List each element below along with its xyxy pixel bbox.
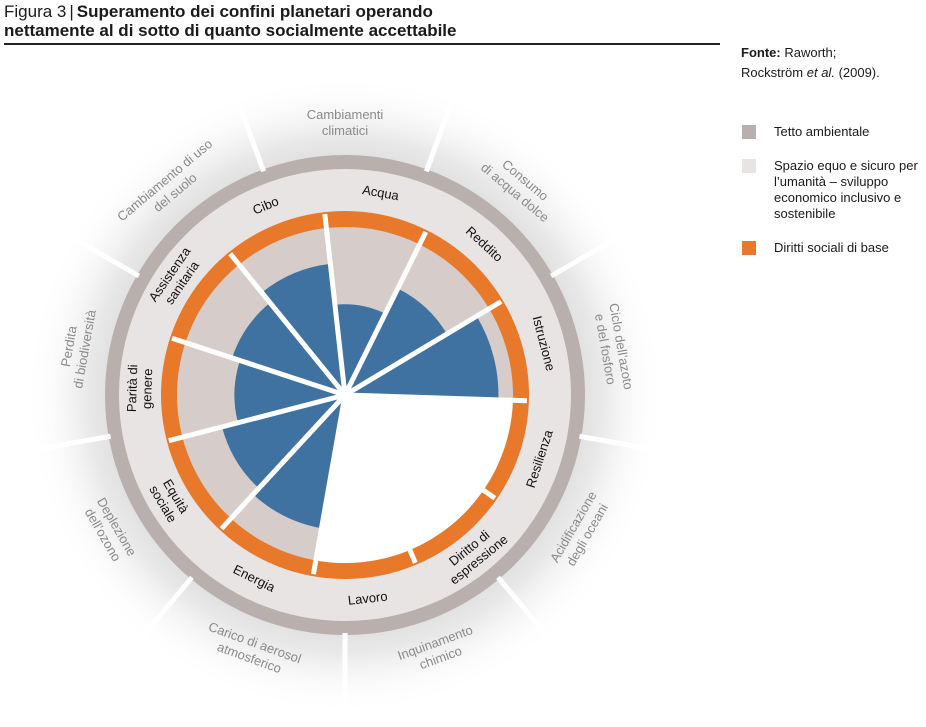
social-foundation-label: Acqua: [361, 182, 401, 203]
deficit-wedge: [334, 304, 386, 395]
source-author-2: Rockström: [741, 65, 804, 80]
source-etal: et al.: [806, 65, 835, 80]
no-data-wedge: [345, 395, 513, 491]
source-note: Fonte: Raworth; Rockström et al. (2009).: [741, 43, 880, 83]
legend-label-social-foundation: Diritti sociali di base: [774, 240, 889, 255]
legend-label-environmental-ceiling: Tetto ambientale: [774, 124, 870, 139]
title-line-1: Superamento dei confini planetari operan…: [76, 2, 433, 21]
deficit-wedge: [232, 302, 345, 395]
sector-divider: [343, 299, 503, 398]
title-separator: |: [69, 2, 74, 21]
sector-divider: [342, 230, 429, 397]
boundary-divider: [549, 234, 620, 279]
boundary-divider: [70, 234, 141, 279]
sector-divider: [310, 394, 348, 575]
boundary-divider: [234, 97, 266, 173]
deficit-wedge: [222, 395, 345, 489]
sector-divider: [228, 252, 347, 397]
sector-divider: [343, 392, 497, 501]
boundary-divider: [496, 575, 551, 639]
source-author-1: Raworth;: [784, 45, 837, 60]
sector-divider: [171, 335, 346, 398]
legend-swatch-environmental-ceiling: [742, 125, 756, 139]
sector-divider: [342, 394, 418, 564]
source-label: Fonte:: [741, 45, 781, 60]
deficit-wedge: [234, 360, 345, 423]
social-foundation-label: Parità digenere: [124, 364, 156, 413]
boundary-divider: [578, 433, 657, 453]
legend-swatch-safe-space: [742, 159, 756, 173]
legend-label-safe-space: Spazio equo e sicuro per l’umanità – svi…: [774, 158, 918, 221]
sector-divider: [344, 392, 527, 404]
title-line-2: nettamente al di sotto di quanto socialm…: [4, 21, 457, 40]
boundary-divider: [139, 575, 194, 639]
sector-divider: [168, 392, 346, 444]
legend-item-environmental-ceiling: Tetto ambientale: [742, 124, 926, 140]
boundary-divider: [424, 97, 456, 173]
deficit-wedge: [261, 263, 345, 395]
sector-divider: [322, 213, 348, 396]
source-year: (2009).: [838, 65, 880, 80]
figure-number: Figura 3: [4, 2, 67, 21]
legend: Tetto ambientale Spazio equo e sicuro pe…: [742, 124, 926, 274]
no-data-wedge: [345, 395, 484, 550]
sector-divider: [219, 393, 347, 531]
boundary-divider: [33, 433, 112, 453]
deficit-wedge: [345, 288, 447, 395]
legend-swatch-social-foundation: [742, 241, 756, 255]
deficit-wedge: [345, 316, 499, 400]
legend-item-safe-space: Spazio equo e sicuro per l’umanità – svi…: [742, 158, 926, 222]
figure-title: Figura 3 | Superamento dei confini planeta…: [4, 2, 720, 40]
social-foundation-label: Lavoro: [347, 589, 388, 608]
legend-item-social-foundation: Diritti sociali di base: [742, 240, 926, 256]
planetary-boundary-label: Cambiamenti climatici: [307, 107, 384, 138]
title-rule: [4, 43, 720, 45]
deficit-wedge: [253, 395, 345, 529]
